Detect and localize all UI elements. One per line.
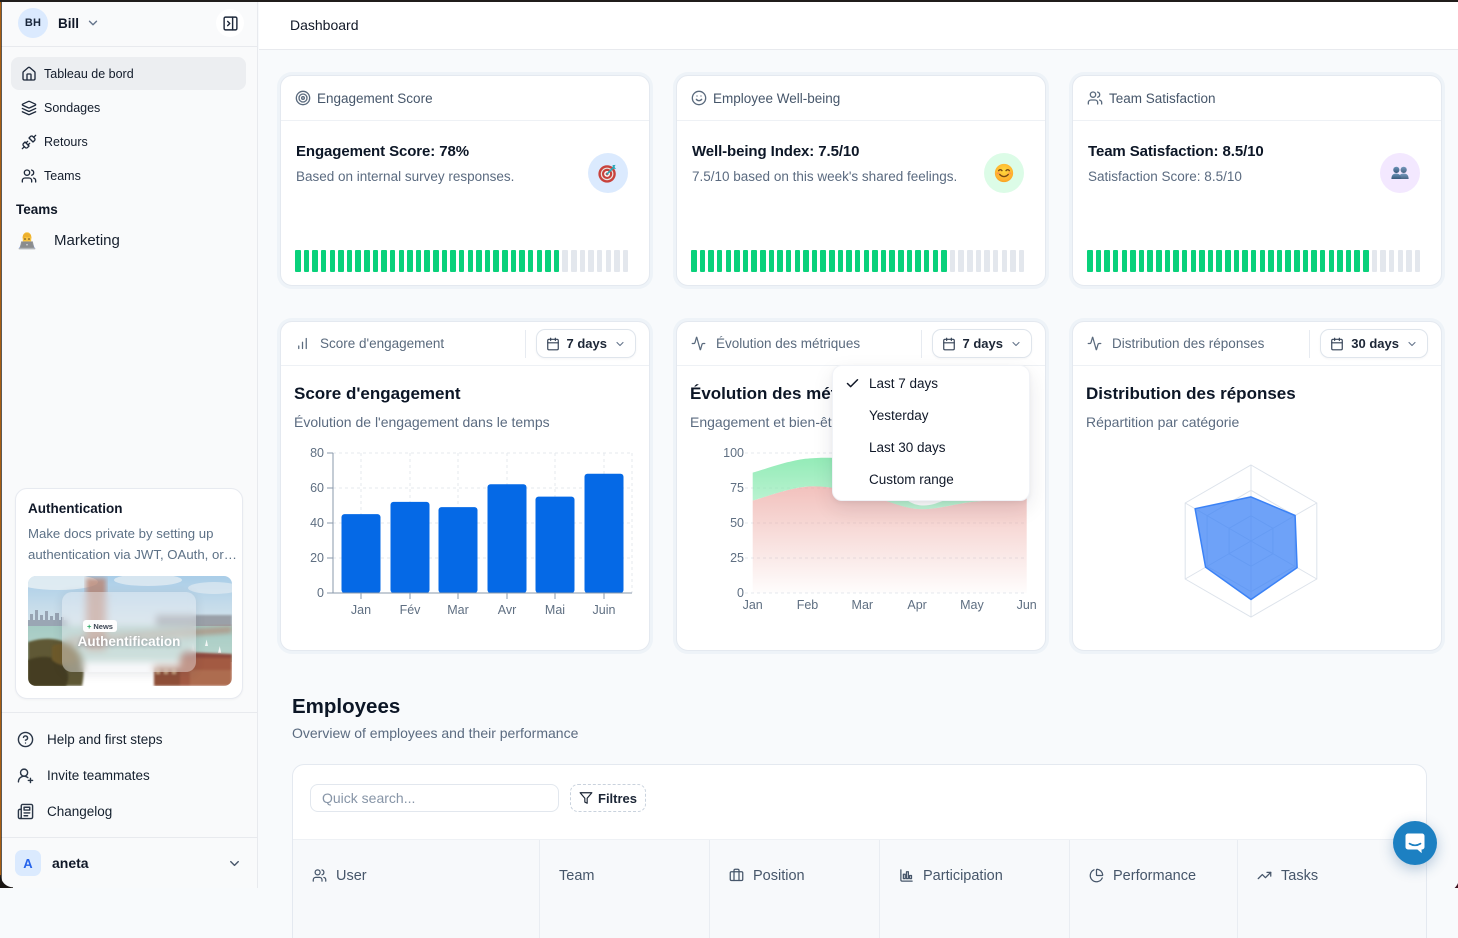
svg-text:Mar: Mar — [852, 598, 874, 612]
svg-text:25: 25 — [730, 551, 744, 565]
svg-text:Jan: Jan — [351, 603, 371, 617]
svg-text:Apr: Apr — [907, 598, 926, 612]
svg-text:Mar: Mar — [447, 603, 469, 617]
svg-text:Feb: Feb — [797, 598, 819, 612]
svg-text:100: 100 — [723, 446, 744, 460]
svg-text:Mai: Mai — [545, 603, 565, 617]
svg-text:60: 60 — [310, 481, 324, 495]
svg-text:0: 0 — [317, 586, 324, 600]
svg-text:Jan: Jan — [743, 598, 763, 612]
svg-text:50: 50 — [730, 516, 744, 530]
svg-text:Juin: Juin — [593, 603, 616, 617]
svg-text:80: 80 — [310, 446, 324, 460]
svg-text:40: 40 — [310, 516, 324, 530]
svg-text:May: May — [960, 598, 984, 612]
svg-text:Avr: Avr — [498, 603, 517, 617]
svg-text:75: 75 — [730, 481, 744, 495]
svg-text:Jun: Jun — [1017, 598, 1037, 612]
svg-text:0: 0 — [737, 586, 744, 600]
svg-text:20: 20 — [310, 551, 324, 565]
svg-text:Fév: Fév — [400, 603, 422, 617]
